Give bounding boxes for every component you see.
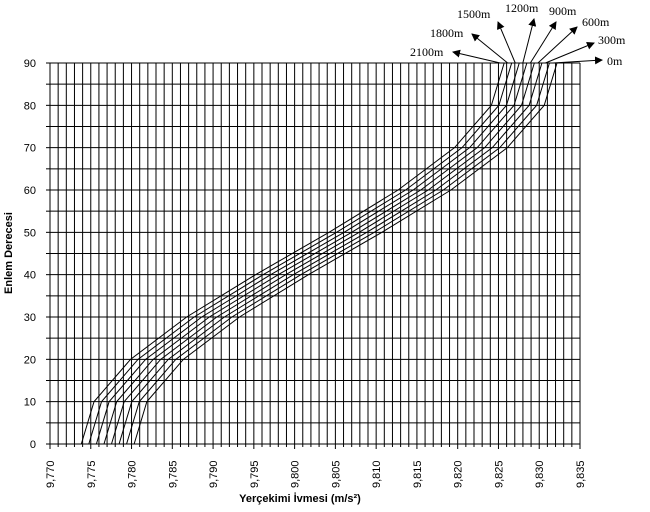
x-tick-label: 9,820	[453, 460, 465, 488]
x-tick-label: 9,810	[371, 460, 383, 488]
series-label: 1200m	[505, 1, 539, 15]
series-label: 1800m	[430, 26, 464, 40]
label-arrow	[552, 56, 603, 65]
series-line-300m	[126, 62, 550, 445]
y-tick-label: 60	[24, 185, 36, 197]
label-arrow	[522, 18, 537, 64]
y-tick-label: 0	[30, 439, 36, 451]
x-tick-label: 9,790	[208, 460, 220, 488]
series-line-600m	[118, 62, 543, 445]
y-tick-label: 50	[24, 227, 36, 239]
x-tick-label: 9,805	[330, 460, 342, 488]
series-label: 1500m	[457, 7, 491, 21]
series-line-0m	[133, 62, 558, 445]
series-line-1800m	[88, 62, 513, 445]
series-line-900m	[111, 62, 535, 445]
y-tick-label: 90	[24, 58, 36, 70]
label-arrow	[537, 26, 578, 64]
label-arrow	[545, 41, 595, 64]
x-tick-label: 9,785	[167, 460, 179, 488]
series-label: 300m	[598, 33, 626, 47]
x-tick-label: 9,795	[249, 460, 261, 488]
x-tick-label: 9,780	[127, 460, 139, 488]
x-tick-label: 9,770	[45, 460, 57, 488]
axes: 9,770 9,775 9,780 9,785 9,790 9,795 9,800 9,805…	[24, 58, 587, 488]
series-line-1200m	[103, 62, 528, 445]
series-label: 2100m	[410, 45, 444, 59]
series-labels: 0m 300m 600m 900m 1200m 1500m 1800m 2100m	[410, 1, 626, 68]
series-line-1500m	[95, 62, 520, 445]
y-tick-label: 40	[24, 270, 36, 282]
series-label: 900m	[549, 4, 577, 18]
x-tick-label: 9,835	[575, 460, 587, 488]
y-tick-label: 70	[24, 143, 36, 155]
grid	[49, 62, 581, 445]
x-tick-label: 9,800	[290, 460, 302, 488]
series-label: 0m	[607, 54, 623, 68]
y-tick-label: 10	[24, 397, 36, 409]
y-tick-label: 20	[24, 354, 36, 366]
label-arrow	[529, 21, 557, 64]
series-label: 600m	[582, 15, 610, 29]
y-tick-label: 80	[24, 100, 36, 112]
label-arrow	[497, 21, 516, 64]
x-tick-label: 9,815	[412, 460, 424, 488]
x-tick-label: 9,830	[534, 460, 546, 488]
label-arrow	[471, 33, 508, 64]
label-arrow	[452, 49, 501, 64]
x-tick-label: 9,825	[493, 460, 505, 488]
x-tick-label: 9,775	[86, 460, 98, 488]
x-axis-title: Yerçekimi İvmesi (m/s²)	[239, 492, 361, 505]
y-axis-title: Enlem Derecesi	[3, 212, 15, 294]
series-lines	[80, 62, 558, 445]
y-tick-label: 30	[24, 312, 36, 324]
series-line-2100m	[80, 62, 505, 445]
